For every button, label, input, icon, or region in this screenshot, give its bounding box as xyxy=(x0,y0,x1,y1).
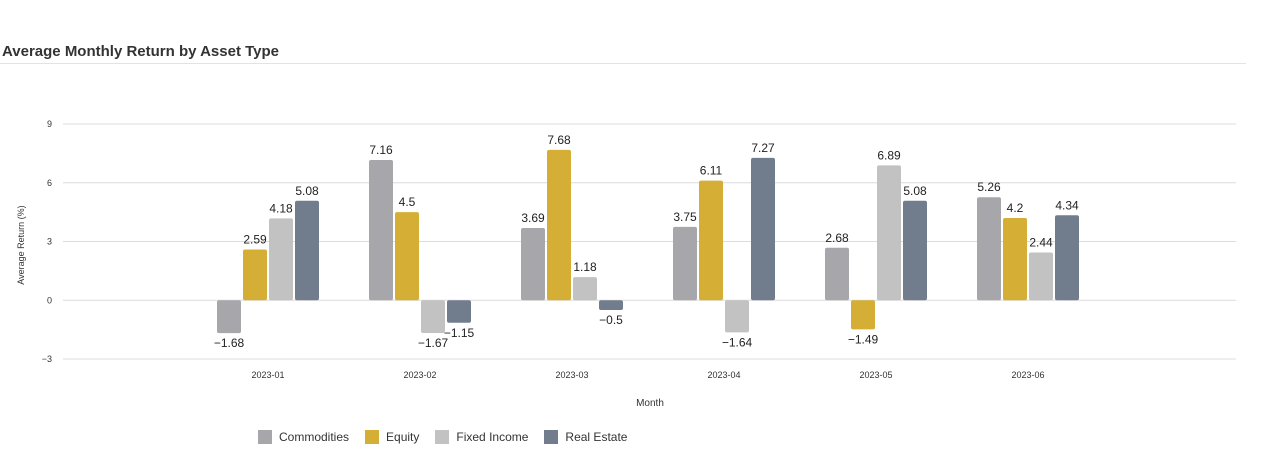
bar-fixed-income-2023-06[interactable] xyxy=(1029,252,1053,301)
bar-fixed-income-2023-03[interactable] xyxy=(573,277,597,301)
bar-equity-2023-05[interactable] xyxy=(851,300,875,330)
data-label: 5.26 xyxy=(977,180,1001,194)
legend-swatch xyxy=(435,430,450,444)
y-tick-label: 9 xyxy=(47,119,52,129)
data-label: 7.27 xyxy=(751,141,775,155)
data-label: −1.64 xyxy=(722,335,753,349)
data-label: 4.5 xyxy=(399,195,416,209)
x-tick-label: 2023-05 xyxy=(859,370,892,380)
data-label: 5.08 xyxy=(295,184,319,198)
legend-item-equity[interactable]: Equity xyxy=(365,430,419,444)
chart-title: Average Monthly Return by Asset Type xyxy=(2,43,280,60)
y-tick-label: −3 xyxy=(42,354,52,364)
bar-equity-2023-02[interactable] xyxy=(395,212,419,301)
data-label: 3.69 xyxy=(521,211,545,225)
data-label: 1.18 xyxy=(573,260,597,274)
x-axis-label: Month xyxy=(636,398,664,409)
legend: Commodities Equity Fixed Income Real Estate xyxy=(258,430,627,444)
data-label: 6.11 xyxy=(700,164,723,178)
title-divider xyxy=(0,63,1246,64)
data-label: 4.2 xyxy=(1007,201,1024,215)
y-tick-label: 3 xyxy=(47,237,52,247)
bar-fixed-income-2023-05[interactable] xyxy=(877,165,901,301)
bar-fixed-income-2023-01[interactable] xyxy=(269,218,293,301)
data-label: 7.68 xyxy=(547,133,571,147)
bar-equity-2023-04[interactable] xyxy=(699,180,723,301)
bars xyxy=(217,149,1079,334)
legend-item-commodities[interactable]: Commodities xyxy=(258,430,349,444)
y-axis-label: Average Return (%) xyxy=(16,205,26,284)
y-axis-ticks: −3 0 3 6 9 xyxy=(42,119,52,364)
data-label: 2.59 xyxy=(243,233,267,247)
bar-commodities-2023-02[interactable] xyxy=(369,160,393,301)
bar-commodities-2023-05[interactable] xyxy=(825,247,849,301)
data-labels: −1.682.594.185.087.164.5−1.67−1.153.697.… xyxy=(214,133,1079,350)
bar-real-estate-2023-03[interactable] xyxy=(599,300,623,311)
data-label: 3.75 xyxy=(673,210,697,224)
x-tick-label: 2023-04 xyxy=(707,370,740,380)
legend-label: Real Estate xyxy=(565,430,628,444)
y-tick-label: 0 xyxy=(47,295,52,305)
x-tick-label: 2023-06 xyxy=(1011,370,1044,380)
bar-real-estate-2023-04[interactable] xyxy=(751,157,775,301)
bar-equity-2023-03[interactable] xyxy=(547,149,571,301)
y-tick-label: 6 xyxy=(47,178,52,188)
bar-real-estate-2023-02[interactable] xyxy=(447,300,471,323)
data-label: −1.15 xyxy=(444,326,475,340)
data-label: 6.89 xyxy=(877,148,901,162)
x-tick-label: 2023-03 xyxy=(555,370,588,380)
legend-swatch xyxy=(544,430,559,444)
x-axis-ticks: 2023-01 2023-02 2023-03 2023-04 2023-05 2023-… xyxy=(251,370,1044,380)
legend-label: Commodities xyxy=(279,430,350,444)
legend-swatch xyxy=(258,430,272,444)
bar-commodities-2023-03[interactable] xyxy=(521,227,545,301)
legend-label: Equity xyxy=(386,430,420,444)
bar-real-estate-2023-06[interactable] xyxy=(1055,215,1079,301)
data-label: −1.67 xyxy=(418,336,449,350)
bar-commodities-2023-06[interactable] xyxy=(977,197,1001,301)
legend-item-real-estate[interactable]: Real Estate xyxy=(544,430,627,444)
bar-commodities-2023-01[interactable] xyxy=(217,300,241,334)
legend-swatch xyxy=(365,430,380,444)
bar-real-estate-2023-05[interactable] xyxy=(903,200,927,301)
bar-equity-2023-06[interactable] xyxy=(1003,218,1027,301)
x-tick-label: 2023-02 xyxy=(403,370,436,380)
data-label: 7.16 xyxy=(369,143,393,157)
legend-label: Fixed Income xyxy=(456,430,529,444)
data-label: 2.68 xyxy=(825,231,849,245)
bar-fixed-income-2023-02[interactable] xyxy=(421,300,445,333)
bar-fixed-income-2023-04[interactable] xyxy=(725,300,749,333)
bar-equity-2023-01[interactable] xyxy=(243,249,267,301)
data-label: −1.68 xyxy=(214,336,245,350)
bar-commodities-2023-04[interactable] xyxy=(673,226,697,301)
data-label: −0.5 xyxy=(599,313,623,327)
legend-item-fixed-income[interactable]: Fixed Income xyxy=(435,430,528,444)
data-label: 2.44 xyxy=(1029,235,1053,249)
bar-real-estate-2023-01[interactable] xyxy=(295,200,319,301)
data-label: 5.08 xyxy=(903,184,927,198)
data-label: −1.49 xyxy=(848,332,879,346)
data-label: 4.34 xyxy=(1055,198,1079,212)
data-label: 4.18 xyxy=(269,201,293,215)
x-tick-label: 2023-01 xyxy=(251,370,284,380)
